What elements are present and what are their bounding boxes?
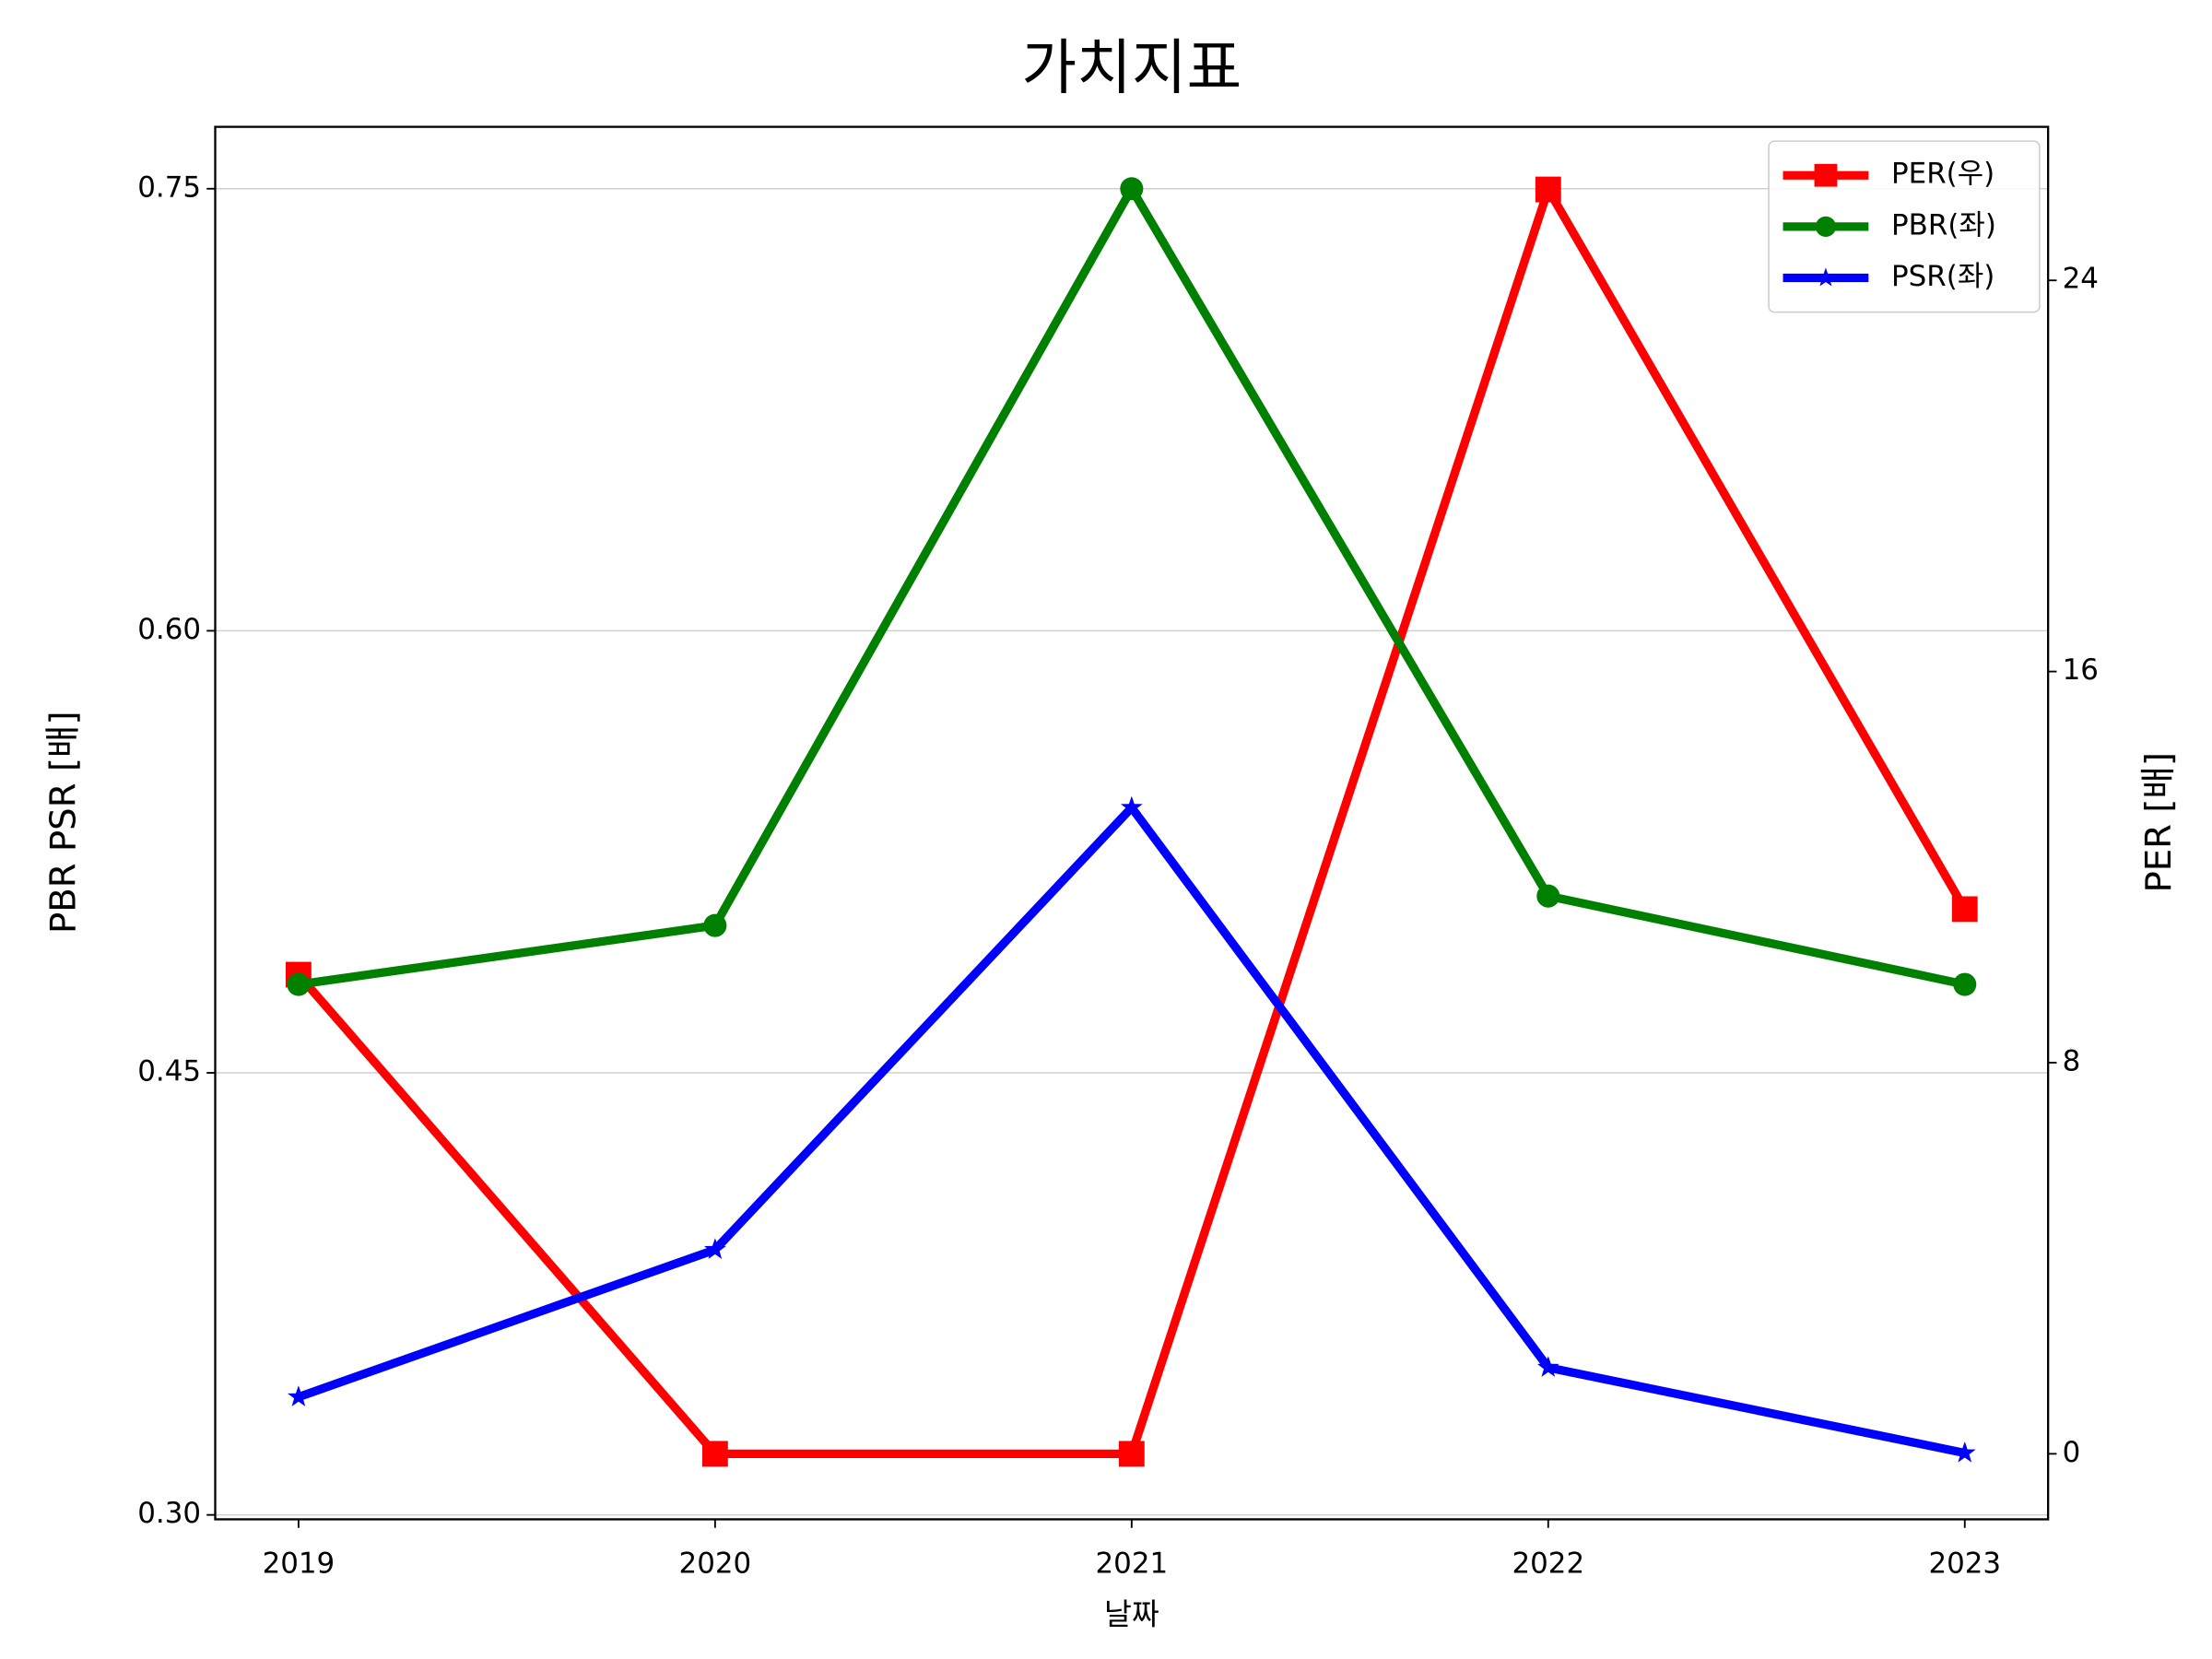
y2-tick-label: 24 [2063, 263, 2099, 296]
data-point [1951, 896, 1978, 923]
y-tick-label: 0.30 [137, 1497, 201, 1530]
data-point [701, 1441, 728, 1467]
legend-label: PBR(좌) [1891, 208, 1996, 241]
legend-marker [1814, 163, 1838, 187]
y2-axis-label: PER [배] [2138, 752, 2180, 893]
legend-marker [1816, 267, 1836, 287]
data-point [1536, 1356, 1559, 1377]
data-point [1953, 972, 1977, 996]
y2-tick-label: 16 [2063, 653, 2099, 687]
data-point [1118, 1441, 1145, 1467]
legend-marker [1815, 216, 1837, 238]
data-point [703, 1238, 726, 1260]
data-point [1535, 176, 1561, 203]
data-point [287, 1385, 310, 1406]
y-tick-label: 0.45 [137, 1055, 201, 1088]
data-point [287, 972, 311, 996]
x-tick-label: 2021 [1096, 1547, 1169, 1580]
x-tick-label: 2019 [263, 1547, 335, 1580]
data-point [703, 913, 727, 937]
y2-tick-label: 0 [2063, 1436, 2081, 1469]
data-point [1953, 1441, 1976, 1463]
series-line [298, 184, 1966, 989]
y-axis-label: PBR PSR [배] [43, 711, 85, 934]
x-tick-label: 2023 [1928, 1547, 2001, 1580]
series-line [297, 803, 1966, 1458]
x-tick-label: 2022 [1512, 1547, 1584, 1580]
chart-title: 가치지표 [1021, 33, 1241, 102]
legend-label: PSR(좌) [1891, 260, 1994, 293]
data-point [1120, 795, 1143, 818]
plot-frame [214, 125, 2050, 1521]
y-tick-label: 0.75 [137, 171, 201, 204]
data-point [1120, 177, 1144, 201]
y-tick-label: 0.60 [137, 613, 201, 646]
data-point [1536, 884, 1560, 908]
x-tick-label: 2020 [679, 1547, 752, 1580]
y2-tick-label: 8 [2063, 1044, 2081, 1077]
legend-label: PER(우) [1891, 158, 1994, 191]
series-line [295, 184, 1969, 1459]
x-axis-label: 날짜 [1104, 1597, 1159, 1632]
